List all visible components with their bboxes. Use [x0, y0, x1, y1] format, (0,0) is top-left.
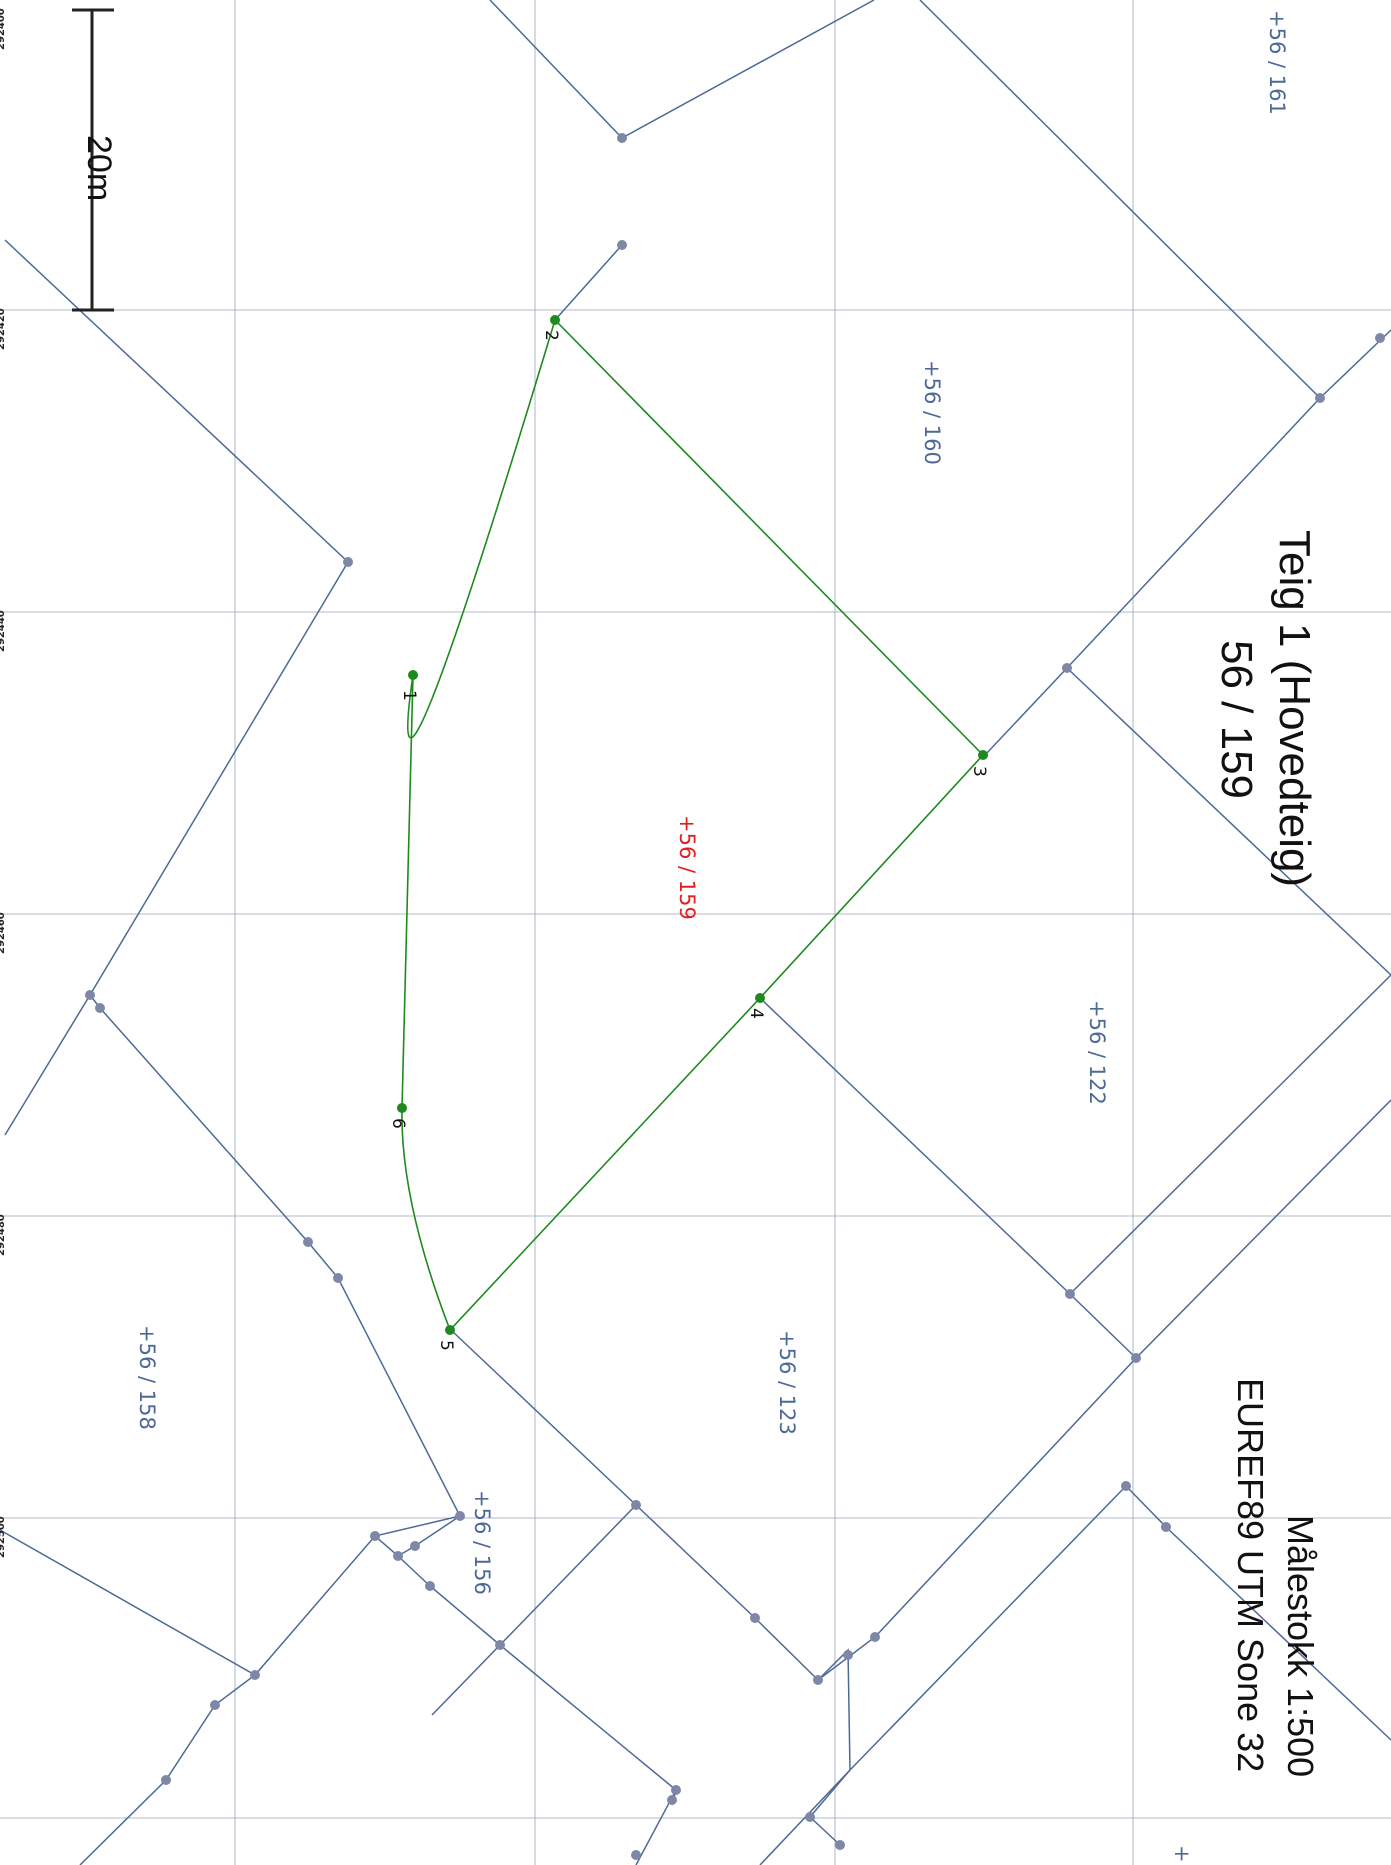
plot-label-56-158: +56 / 158	[135, 1325, 159, 1430]
svg-text:+56 / 160: +56 / 160	[920, 360, 944, 465]
plot-label-56-156: +56 / 156	[470, 1490, 494, 1595]
vertex-label-6: 6	[388, 1118, 408, 1129]
title-line-1: Teig 1 (Hovedteig)	[1270, 530, 1319, 887]
coord-292480: 292480	[0, 1214, 7, 1256]
plot-label-56-161: +56 / 161	[1265, 10, 1289, 115]
coord-292500: 292500	[0, 1516, 7, 1558]
title-line-2: 56 / 159	[1212, 640, 1261, 799]
plot-label-56-122: +56 / 122	[1085, 1000, 1109, 1105]
vertex-labels: 1 2 3 4 5 6	[388, 330, 989, 1351]
scale-bar-label: 20m	[80, 135, 118, 201]
vertex-label-5: 5	[436, 1340, 456, 1351]
coord-292400: 292400	[0, 8, 7, 50]
svg-text:+56 / 158: +56 / 158	[135, 1325, 159, 1430]
plot-label-56-160: +56 / 160	[920, 360, 944, 465]
vertex-label-3: 3	[969, 766, 989, 777]
svg-text:+56 / 159: +56 / 159	[675, 815, 699, 920]
scale-line-2: EUREF89 UTM Sone 32	[1230, 1378, 1271, 1772]
grid-coordinates: 292400 292420 292440 292460 292480 29250…	[0, 8, 7, 1558]
scale-bar: 20m	[72, 8, 118, 312]
vertex-5	[445, 1325, 455, 1335]
vertex-label-2: 2	[541, 330, 561, 341]
coord-292440: 292440	[0, 610, 7, 652]
svg-text:+56 / 122: +56 / 122	[1085, 1000, 1109, 1105]
scale-line-1: Målestokk 1:500	[1280, 1515, 1321, 1777]
coord-292420: 292420	[0, 308, 7, 350]
coord-292460: 292460	[0, 912, 7, 954]
svg-text:+56 / 161: +56 / 161	[1265, 10, 1289, 115]
vertex-label-4: 4	[746, 1008, 766, 1019]
map-title: Teig 1 (Hovedteig) 56 / 159	[1212, 530, 1319, 887]
scale-info: Målestokk 1:500 EUREF89 UTM Sone 32	[1230, 1378, 1321, 1777]
neighbor-vertices	[85, 133, 1385, 1860]
plot-labels: +56 / 161 +56 / 160 +56 / 159 +56 / 122 …	[135, 10, 1289, 1863]
plot-label-56-123: +56 / 123	[775, 1330, 799, 1435]
main-parcel-boundary[interactable]	[397, 315, 988, 1335]
plot-label-56-159: +56 / 159	[675, 815, 699, 920]
vertex-4	[755, 993, 765, 1003]
vertex-6	[397, 1103, 407, 1113]
vertex-2	[550, 315, 560, 325]
vertex-1	[408, 670, 418, 680]
vertex-3	[978, 750, 988, 760]
svg-text:+56 / 156: +56 / 156	[470, 1490, 494, 1595]
vertex-label-1: 1	[399, 690, 419, 701]
svg-text:+: +	[1170, 1845, 1194, 1863]
plot-label-plus-edge: +	[1170, 1845, 1194, 1863]
svg-text:+56 / 123: +56 / 123	[775, 1330, 799, 1435]
